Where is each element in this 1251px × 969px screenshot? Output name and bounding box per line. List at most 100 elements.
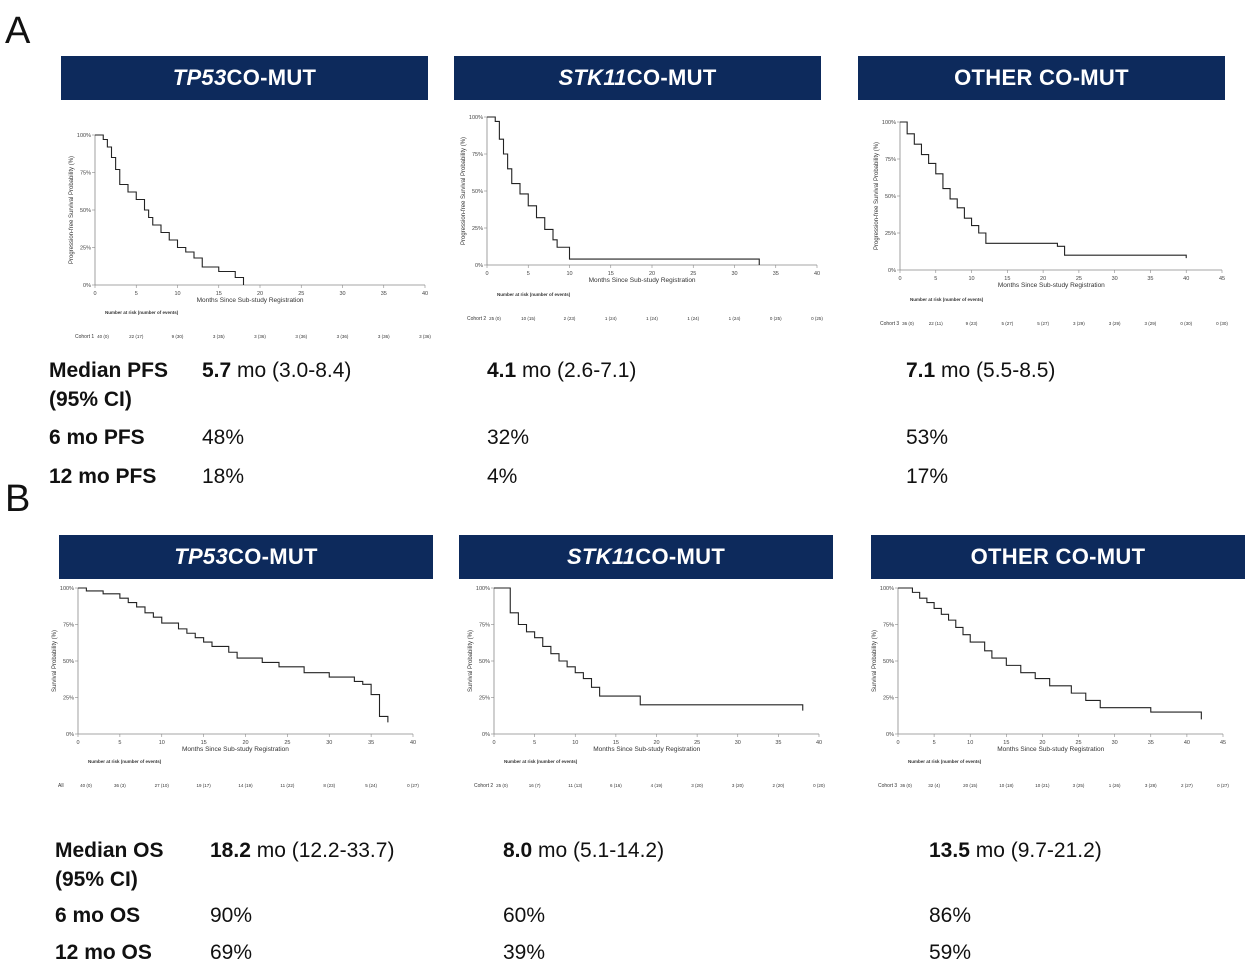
chart-b1-ytick-label: 75%: [63, 623, 74, 629]
chart-a3-ytick-label: 50%: [885, 194, 896, 200]
chart-b2-risk-value: 16 (7): [529, 783, 541, 788]
stat-6mo-pfs-stk11: 32%: [487, 426, 530, 449]
chart-b3-xtick-label: 0: [896, 740, 899, 746]
chart-b3-xtick-label: 5: [933, 740, 936, 746]
stat-median-ci: mo (3.0-8.4): [231, 359, 352, 382]
km-chart-tp53-os: 0% 25% 50% 75% 100% 0 5 10 15 20 25 30 35 40 Months Si…: [52, 586, 419, 789]
chart-a1-risk-value: 3 (35): [213, 334, 225, 339]
chart-a3-xtick-label: 20: [1040, 276, 1046, 282]
chart-a3-risk-value: 9 (23): [966, 321, 978, 326]
chart-a3-ytick-label: 75%: [885, 157, 896, 163]
header-italic: STK11: [566, 544, 636, 569]
header-rest: CO-MUT: [626, 65, 717, 90]
chart-b3-risk-value: 3 (25): [1073, 783, 1085, 788]
stat-median-ci: mo (9.7-21.2): [969, 839, 1102, 862]
stat-median-pfs-tp53: 5.7 mo (3.0-8.4): [202, 359, 351, 383]
chart-b2-xtick-label: 35: [775, 740, 781, 746]
chart-a1-xtick-label: 35: [381, 291, 387, 297]
chart-a2-ytick-label: 25%: [472, 226, 483, 232]
stat-label-12mo-os: 12 mo OS: [55, 941, 152, 964]
chart-b2-xtick-label: 30: [735, 740, 741, 746]
chart-a2-xtick-label: 25: [690, 271, 696, 277]
chart-b3-xtick-label: 10: [967, 740, 973, 746]
cohort-header-stk11-os: STK11 CO-MUT: [459, 535, 833, 579]
chart-b1-xtick-label: 10: [159, 740, 165, 746]
chart-a1-risk-value: 22 (17): [129, 334, 144, 339]
km-chart-other-os: 0% 25% 50% 75% 100% 0 5 10 15 20 25 30 35 40 45 Months …: [872, 586, 1229, 789]
chart-a1-risk-title: Number at risk (number of events): [105, 310, 179, 315]
chart-b1-xtick-label: 40: [410, 740, 416, 746]
chart-a3-ylabel: Progression-free Survival Probability (%…: [874, 142, 880, 250]
chart-b2-ytick-label: 75%: [479, 623, 490, 629]
chart-a2-risk-value: 1 (24): [729, 316, 741, 321]
header-rest: OTHER CO-MUT: [970, 544, 1146, 569]
stat-12mo-pfs-other: 17%: [906, 465, 949, 488]
chart-b1-ytick-label: 50%: [63, 659, 74, 665]
chart-b2-risk-value: 25 (0): [496, 783, 508, 788]
stat-6mo-os-tp53: 90%: [210, 904, 253, 927]
chart-a3-risk-title: Number at risk (number of events): [910, 297, 984, 302]
chart-b1-risk-value: 11 (22): [280, 783, 294, 788]
chart-a1-xtick-label: 30: [339, 291, 345, 297]
chart-b3-risk-value: 3 (28): [1145, 783, 1157, 788]
km-chart-other-pfs: 0% 25% 50% 75% 100% 0 5 10 15 20 25 30 35 40 45 Months …: [874, 120, 1228, 327]
chart-b3-xtick-label: 25: [1075, 740, 1081, 746]
chart-b2-ytick-label: 0%: [482, 732, 490, 738]
chart-b1-risk-value: 19 (17): [196, 783, 211, 788]
chart-a2-xtick-label: 30: [731, 271, 737, 277]
stat-label-6mo-pfs: 6 mo PFS: [49, 426, 145, 449]
stat-12mo-pfs-stk11: 4%: [487, 465, 518, 488]
chart-a1-ytick-label: 100%: [77, 133, 91, 139]
chart-b2-risk-value: 3 (20): [732, 783, 744, 788]
stat-label-6mo-os: 6 mo OS: [55, 904, 141, 927]
chart-b3-ytick-label: 75%: [883, 623, 894, 629]
stat-label-median-pfs-ci: (95% CI): [49, 388, 132, 411]
chart-a1-ylabel: Progression-free Survival Probability (%…: [69, 156, 75, 264]
chart-b3-xlabel: Months Since Sub-study Registration: [997, 746, 1104, 753]
chart-a3-risk-value: 36 (0): [902, 321, 914, 326]
chart-a3-risk-value: 3 (29): [1073, 321, 1085, 326]
chart-b1-ytick-label: 0%: [66, 732, 74, 738]
chart-a1-risk-value: 3 (36): [295, 334, 307, 339]
chart-a1-xtick-label: 25: [298, 291, 304, 297]
chart-b1-xlabel: Months Since Sub-study Registration: [182, 746, 289, 753]
stat-label-median-pfs: Median PFS: [49, 359, 169, 382]
stat-median-pfs-stk11: 4.1 mo (2.6-7.1): [487, 359, 636, 383]
stat-label-median-os-ci: (95% CI): [55, 868, 138, 891]
chart-b3-risk-value: 36 (0): [900, 783, 912, 788]
chart-b1-risk-value: 5 (24): [365, 783, 377, 788]
chart-b1-risk-value: 36 (3): [114, 783, 126, 788]
chart-a1-km-curve: [95, 134, 245, 285]
chart-a2-ytick-label: 75%: [472, 152, 483, 158]
chart-a3-risk-value: 5 (27): [1037, 321, 1049, 326]
chart-a2-ytick-label: 50%: [472, 189, 483, 195]
chart-b3-xtick-label: 20: [1039, 740, 1045, 746]
stat-6mo-os-other: 86%: [929, 904, 972, 927]
chart-a2-risk-value: 10 (15): [521, 316, 536, 321]
chart-b2-ylabel: Survival Probability (%): [468, 630, 474, 692]
chart-a2-xtick-label: 0: [485, 271, 488, 277]
chart-a1-ytick-label: 25%: [80, 246, 91, 252]
stat-12mo-os-other: 59%: [929, 941, 972, 964]
chart-a2-risk-value: 0 (25): [770, 316, 782, 321]
chart-b2-risk-value: 4 (19): [651, 783, 663, 788]
chart-a1-xlabel: Months Since Sub-study Registration: [197, 297, 304, 304]
stat-median-value: 4.1: [487, 359, 517, 382]
stat-median-value: 8.0: [503, 839, 533, 862]
chart-a1-risk-value: 3 (36): [254, 334, 266, 339]
chart-b1-risk-value: 0 (27): [407, 783, 419, 788]
chart-b1-risk-value: 27 (10): [155, 783, 170, 788]
chart-a3-xtick-label: 40: [1183, 276, 1189, 282]
chart-b3-risk-value: 2 (27): [1181, 783, 1193, 788]
chart-a1-ytick-label: 75%: [80, 171, 91, 177]
chart-b2-ytick-label: 25%: [479, 696, 490, 702]
cohort-header-stk11-pfs: STK11 CO-MUT: [454, 56, 821, 100]
km-chart-stk11-os: 0% 25% 50% 75% 100% 0 5 10 15 20 25 30 35 40 Months Si…: [468, 586, 825, 789]
chart-b3-km-curve: [898, 587, 1202, 720]
chart-b3-risk-value: 10 (21): [1035, 783, 1050, 788]
stat-6mo-pfs-tp53: 48%: [202, 426, 245, 449]
chart-b3-xtick-label: 15: [1003, 740, 1009, 746]
header-italic: STK11: [558, 65, 627, 90]
stat-median-value: 18.2: [210, 839, 251, 862]
chart-b3-ytick-label: 50%: [883, 659, 894, 665]
